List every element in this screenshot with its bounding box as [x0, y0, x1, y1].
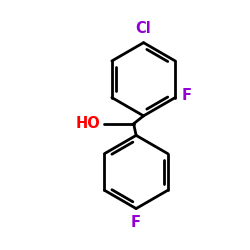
Text: HO: HO — [76, 116, 100, 131]
Text: F: F — [182, 88, 192, 102]
Text: F: F — [131, 215, 141, 230]
Text: Cl: Cl — [136, 22, 152, 36]
